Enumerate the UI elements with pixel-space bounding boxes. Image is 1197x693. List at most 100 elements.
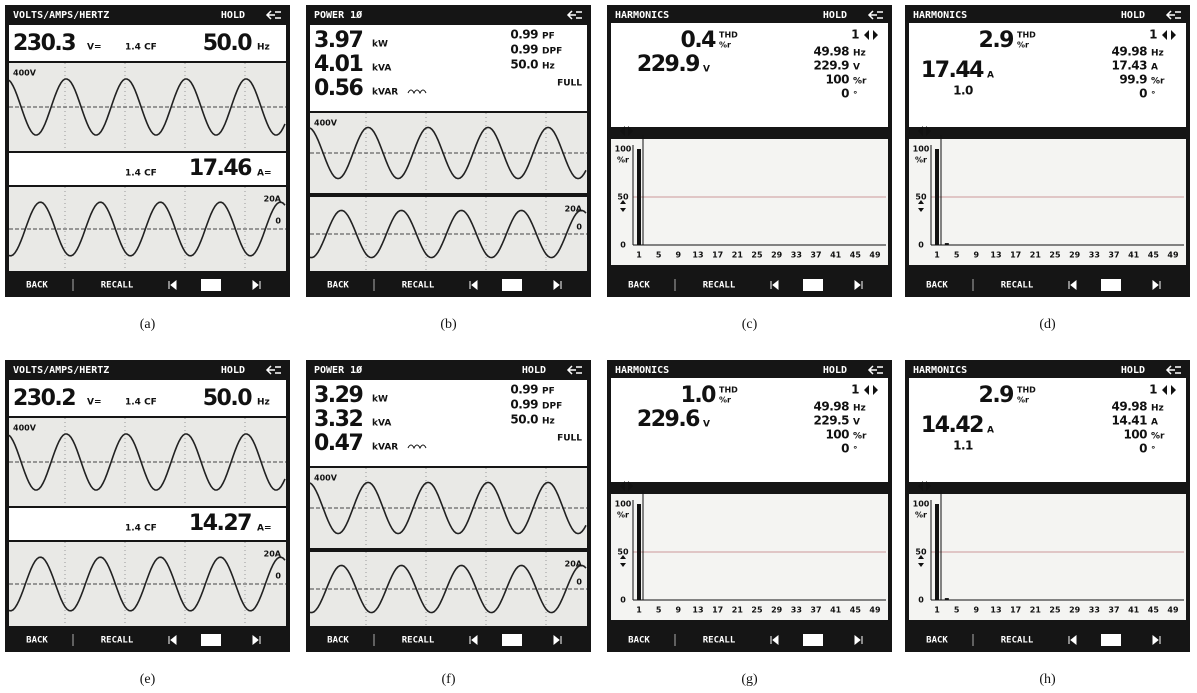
x-tick-label: 45 [1148,606,1160,615]
y-tick-label: 100 [615,500,632,509]
power-unit: kVAR [372,443,398,453]
hold-status: HOLD [1121,10,1145,21]
reading-value: 14.41 [1112,414,1148,428]
reading-unit: %r [1151,77,1165,87]
x-tick-label: 1 [934,251,940,260]
y-unit: %r [915,511,927,520]
x-tick-label: 25 [751,251,763,260]
y-tick-label: 100 [615,145,632,154]
hold-status: HOLD [221,365,245,376]
x-tick-label: 17 [1010,251,1021,260]
x-tick-label: 49 [1167,251,1179,260]
reading-value: 229.5 [814,414,850,428]
y-tick-label: 0 [620,596,626,605]
power-value: 0.56 [314,76,363,101]
harmonic-bar [935,149,939,245]
reading-value: 99.9 [1119,73,1147,87]
figure: VOLTS/AMPS/HERTZHOLD230.3V=1.4 CF50.0Hz4… [0,0,1197,693]
softkey-back: BACK [327,636,349,646]
x-tick-label: 9 [974,606,980,615]
softkey-recall: RECALL [703,636,736,646]
voltage-unit: V= [87,398,102,408]
reading-value: 0 [1139,87,1147,101]
reading-value: 100 [1123,428,1147,442]
power-unit: kVA [372,64,391,74]
power-value: 4.01 [314,52,362,77]
spectrum-area [611,139,888,265]
voltage-value: 230.3 [13,31,75,56]
frequency-unit: Hz [257,43,270,53]
reading-unit: %r [853,77,867,87]
reading-value: 49.98 [814,400,850,414]
y-tick-label: 50 [915,193,927,202]
page-number: 7 [208,636,213,646]
meter-screen: VOLTS/AMPS/HERTZHOLD230.2V=1.4 CF50.0Hz4… [5,360,290,652]
meter-unit: Hz [542,62,555,72]
crest-factor: 1.4 CF [125,398,157,408]
x-tick-label: 29 [771,251,783,260]
screen-title: HARMONICS [615,10,669,21]
x-tick-label: 29 [771,606,783,615]
x-tick-label: 9 [974,251,980,260]
meter-value: 0.99 [510,383,538,397]
scale-label: 400V [13,424,37,433]
crest-factor: 1.4 CF [125,43,157,53]
meter-value: 50.0 [510,413,538,427]
reading-unit: A [1151,418,1158,428]
meter-screen: HARMONICSHOLD0.4THD%r229.9V149.98Hz229.9… [607,5,892,297]
meter-value: 50.0 [510,58,538,72]
crest-factor: 1.4 CF [125,169,157,179]
page-number: 8 [509,636,514,646]
voltage-value: 230.2 [13,386,75,411]
page-number: 3 [1108,281,1113,291]
x-tick-label: 37 [1108,251,1119,260]
x-tick-label: 25 [1049,251,1061,260]
caption: (e) [140,672,156,687]
softkey-back: BACK [926,636,948,646]
reading-unit: %r [853,432,867,442]
zero-label: 0 [576,578,582,587]
y-tick-label: 50 [617,548,629,557]
softkey-recall: RECALL [1001,636,1034,646]
range-label: FULL [557,434,582,444]
x-tick-label: 33 [1089,251,1100,260]
spectrum-area [611,494,888,620]
main-value: 17.44 [921,58,984,83]
reading-value: 100 [825,428,849,442]
x-tick-label: 17 [1010,606,1021,615]
harmonic-order: 1 [1149,28,1157,42]
reading-value: 49.98 [1112,400,1148,414]
reading-value: 0 [841,87,849,101]
main-unit: V [703,420,710,430]
reading-unit: Hz [1151,404,1164,414]
page-number: 5 [509,281,514,291]
reading-value: 0 [1139,442,1147,456]
harmonic-bar [637,149,641,245]
thd-label: THD [1017,31,1036,40]
softkey-back: BACK [628,636,650,646]
x-tick-label: 5 [656,606,662,615]
page-number: 2 [810,281,815,291]
power-unit: kVA [372,419,391,429]
softkey-recall: RECALL [101,636,134,646]
crest-factor: 1.4 CF [125,524,157,534]
extra-value: 1.1 [953,439,973,453]
thd-value: 2.9 [979,383,1014,408]
current-value: 17.46 [189,156,252,181]
x-tick-label: 29 [1069,606,1081,615]
reading-unit: Hz [853,404,866,414]
thd-label: THD [1017,386,1036,395]
reading-value: 17.43 [1112,59,1148,73]
scale-label: 20A [565,205,583,214]
y-tick-label: 50 [915,548,927,557]
scale-label: 20A [264,550,282,559]
reading-unit: V [853,418,860,428]
main-unit: V [703,65,710,75]
thd-value: 1.0 [681,383,717,408]
power-value: 0.47 [314,431,362,456]
softkey-recall: RECALL [402,636,435,646]
x-tick-label: 45 [1148,251,1160,260]
reading-value: 229.9 [814,59,850,73]
x-tick-label: 25 [751,606,763,615]
